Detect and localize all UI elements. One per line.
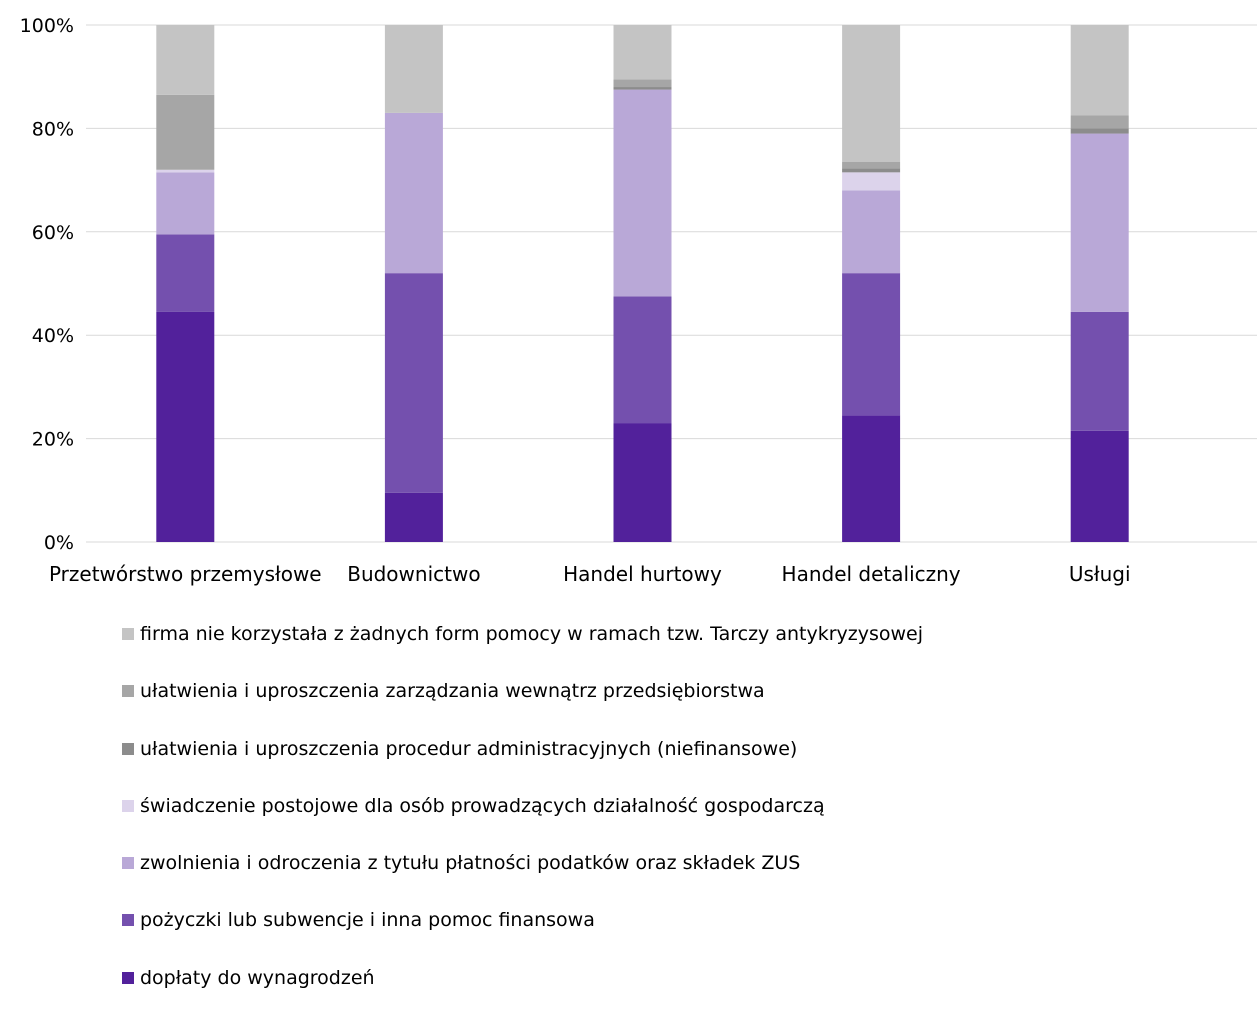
legend-item: dopłaty do wynagrodzeń xyxy=(122,966,923,990)
legend-item: zwolnienia i odroczenia z tytułu płatnoś… xyxy=(122,851,923,875)
bar-segment xyxy=(384,492,443,542)
x-category-label: Handel detaliczny xyxy=(782,562,961,586)
y-axis-tick-labels: 0% 20% 40% 60% 80% 100% xyxy=(20,15,74,554)
bar-segment xyxy=(613,25,672,80)
legend-swatch xyxy=(122,857,134,870)
bar-segment xyxy=(156,311,215,542)
legend-swatch xyxy=(122,971,134,984)
x-category-label: Handel hurtowy xyxy=(563,562,722,586)
bar-segment xyxy=(613,296,672,424)
legend-label: ułatwienia i uproszczenia zarządzania we… xyxy=(140,680,765,703)
legend-swatch xyxy=(122,685,134,698)
bar-segment xyxy=(384,112,443,274)
legend-label: firma nie korzystała z żadnych form pomo… xyxy=(140,623,924,645)
bar-segment xyxy=(1070,311,1129,431)
bar-segment xyxy=(156,94,215,170)
y-tick-label: 40% xyxy=(32,325,74,347)
bar-segment xyxy=(1070,128,1129,134)
legend-item: ułatwienia i uproszczenia procedur admin… xyxy=(122,737,923,761)
bars xyxy=(156,25,1129,542)
bar-segment xyxy=(384,273,443,493)
y-tick-label: 100% xyxy=(20,15,74,37)
stacked-bar-chart: 0% 20% 40% 60% 80% 100% Przetwórstwo przemysł… xyxy=(20,15,1257,586)
bar-segment xyxy=(842,162,901,169)
legend-label: ułatwienia i uproszczenia procedur admin… xyxy=(140,737,798,760)
bar-segment xyxy=(1070,430,1129,542)
bar-segment xyxy=(1070,25,1129,116)
bar-segment xyxy=(613,79,672,88)
x-axis-category-labels: Przetwórstwo przemysłowe Budownictwo Hande… xyxy=(49,562,1131,586)
y-tick-label: 20% xyxy=(32,429,74,451)
bar-segment xyxy=(842,415,901,542)
bar-segment xyxy=(156,25,215,95)
bar-segment xyxy=(156,169,215,173)
legend-swatch xyxy=(122,628,134,640)
legend-item: świadczenie postojowe dla osób prowadząc… xyxy=(122,794,923,818)
bar-segment xyxy=(842,172,901,191)
y-tick-label: 0% xyxy=(44,532,74,554)
legend-swatch xyxy=(122,742,134,755)
bar-segment xyxy=(613,87,672,90)
bar-segment xyxy=(384,25,443,113)
bar-segment xyxy=(613,89,672,297)
bar-segment xyxy=(842,273,901,416)
legend: firma nie korzystała z żadnych form pomo… xyxy=(122,622,923,1023)
legend-swatch xyxy=(122,914,134,927)
legend-label: świadczenie postojowe dla osób prowadząc… xyxy=(140,794,825,817)
bar-segment xyxy=(842,168,901,173)
legend-label: zwolnienia i odroczenia z tytułu płatnoś… xyxy=(140,852,801,875)
bar-segment xyxy=(156,234,215,312)
legend-swatch xyxy=(122,799,134,812)
bar-segment xyxy=(613,423,672,542)
legend-label: pożyczki lub subwencje i inna pomoc fina… xyxy=(140,909,595,932)
bar-segment xyxy=(842,25,901,163)
bar-segment xyxy=(842,190,901,274)
bar-segment xyxy=(156,172,215,235)
legend-label: dopłaty do wynagrodzeń xyxy=(140,966,375,989)
x-category-label: Budownictwo xyxy=(347,562,480,586)
legend-item: firma nie korzystała z żadnych form pomo… xyxy=(122,622,923,646)
legend-item: ułatwienia i uproszczenia zarządzania we… xyxy=(122,679,923,703)
y-tick-label: 80% xyxy=(32,118,74,140)
bar-segment xyxy=(1070,133,1129,312)
y-tick-label: 60% xyxy=(32,222,74,244)
x-category-label: Przetwórstwo przemysłowe xyxy=(49,562,322,586)
legend-item: pożyczki lub subwencje i inna pomoc fina… xyxy=(122,908,923,932)
bar-segment xyxy=(1070,115,1129,129)
x-category-label: Usługi xyxy=(1069,562,1131,586)
